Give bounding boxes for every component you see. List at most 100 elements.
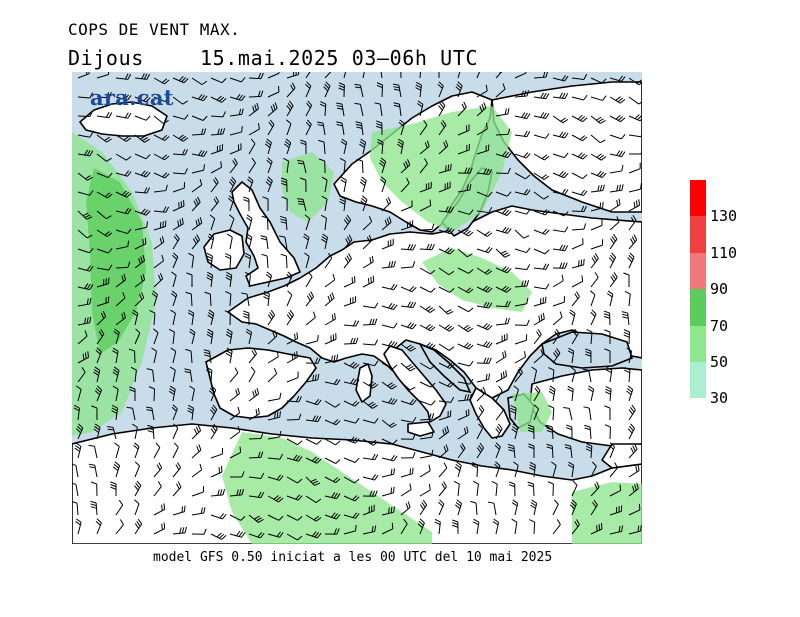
wind-barb — [280, 253, 288, 269]
wind-barb — [267, 411, 282, 421]
wind-barb — [531, 366, 538, 383]
wind-barb — [134, 461, 140, 478]
wind-barb — [376, 82, 384, 98]
wind-barb — [571, 291, 580, 307]
wind-barb — [317, 121, 326, 136]
wind-barb — [419, 464, 431, 478]
wind-barb — [248, 157, 256, 174]
wind-barb — [400, 200, 413, 212]
wind-barb — [457, 409, 470, 421]
wind-barb — [96, 277, 110, 288]
wind-barb — [419, 181, 432, 193]
wind-barb — [77, 316, 92, 326]
wind-barb — [495, 128, 511, 136]
wind-barb — [457, 229, 474, 237]
wind-barb — [210, 423, 218, 440]
wind-barb — [419, 342, 436, 350]
wind-barb — [286, 476, 303, 484]
wind-barb — [514, 72, 527, 79]
wind-barb — [286, 438, 303, 446]
wind-barb — [210, 161, 223, 174]
wind-barb — [567, 461, 575, 478]
wind-barb — [343, 495, 360, 502]
wind-barb — [533, 172, 550, 181]
wind-barb — [514, 367, 523, 383]
legend-swatch-110 — [690, 252, 706, 290]
wind-barb — [267, 309, 276, 326]
wind-barb — [266, 157, 273, 174]
wind-barb — [590, 253, 599, 269]
wind-barb — [492, 518, 500, 535]
wind-barb — [552, 244, 569, 252]
wind-barb — [362, 381, 379, 389]
wind-barb — [362, 275, 375, 288]
wind-barb — [153, 115, 169, 124]
wind-barb — [73, 404, 80, 421]
wind-barb — [96, 310, 107, 326]
wind-barb — [628, 199, 641, 212]
wind-barb — [362, 525, 377, 535]
wind-barb — [172, 96, 188, 105]
wind-barb — [533, 209, 550, 216]
wind-barb — [400, 398, 417, 406]
wind-barb — [229, 126, 243, 136]
wind-barb — [511, 423, 519, 440]
wind-barb — [172, 423, 179, 440]
wind-barb — [225, 328, 233, 345]
wind-barb — [476, 423, 483, 440]
wind-barb — [191, 164, 205, 174]
wind-barb — [381, 362, 398, 370]
wind-barb — [267, 102, 278, 117]
wind-barb — [286, 533, 303, 541]
wind-barb — [438, 181, 451, 193]
wind-barb — [582, 368, 592, 383]
wind-barb — [590, 309, 597, 326]
wind-barb — [153, 442, 161, 459]
wind-barb — [229, 158, 238, 174]
wind-barb — [495, 167, 511, 175]
wind-barb — [343, 417, 360, 424]
wind-barb — [324, 354, 339, 364]
wind-barb — [609, 96, 626, 104]
wind-barb — [362, 318, 378, 326]
wind-barb — [455, 81, 463, 98]
wind-barb — [604, 424, 611, 440]
wind-barb — [145, 406, 155, 421]
wind-barb — [400, 301, 417, 309]
wind-barb — [457, 360, 474, 367]
wind-barb — [304, 252, 310, 269]
wind-barb — [170, 347, 177, 364]
wind-barb — [354, 102, 364, 117]
wind-barb — [191, 179, 203, 193]
wind-barb — [379, 157, 387, 174]
wind-barb — [533, 72, 548, 79]
wind-barb — [571, 189, 588, 196]
wind-barb — [438, 119, 447, 136]
wind-barb — [400, 433, 416, 440]
wind-barb — [115, 311, 126, 326]
wind-barb — [286, 119, 292, 136]
wind-barb — [494, 461, 501, 478]
wind-barb — [267, 531, 284, 538]
wind-barb — [552, 262, 568, 269]
wind-barb — [206, 328, 214, 345]
wind-barb — [381, 486, 395, 497]
wind-barb — [336, 102, 345, 117]
wind-barb — [590, 290, 596, 307]
wind-barb — [191, 217, 203, 231]
wind-barb — [114, 442, 120, 459]
wind-barb — [281, 196, 288, 212]
wind-barb — [191, 77, 208, 86]
wind-barb — [147, 424, 155, 440]
wind-barb — [476, 122, 488, 136]
wind-barb — [511, 518, 518, 535]
wind-barb — [604, 348, 611, 364]
wind-barb — [77, 210, 93, 220]
wind-barb — [533, 92, 550, 100]
wind-barb — [172, 481, 182, 497]
wind-barb — [115, 112, 132, 119]
wind-barb — [624, 366, 631, 383]
wind-barb — [172, 252, 179, 269]
wind-barb — [457, 393, 472, 402]
wind-barb — [628, 133, 642, 138]
